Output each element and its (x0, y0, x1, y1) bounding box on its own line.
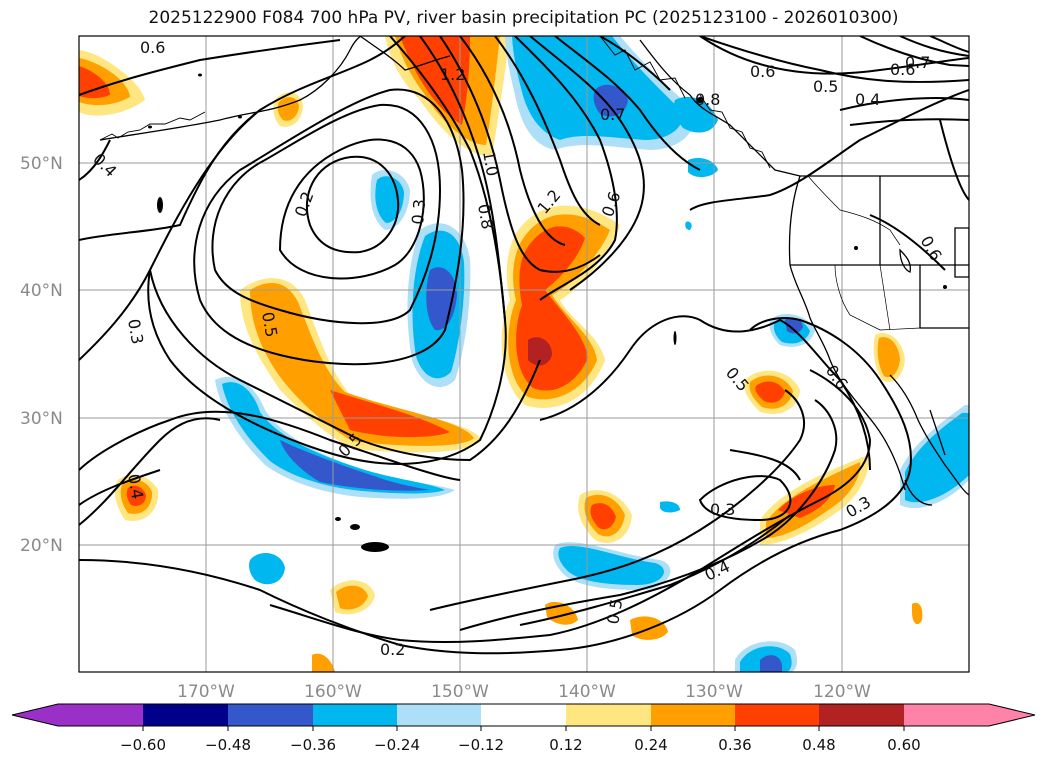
lat-label: 30°N (20, 409, 63, 429)
positive-anomaly-subtropical-band (240, 278, 482, 453)
contour-label: 0.4 (855, 90, 880, 109)
lat-label: 40°N (20, 281, 63, 301)
lon-label: 170°W (177, 682, 235, 702)
contour-label: 0.6 (890, 60, 915, 79)
lat-label: 50°N (20, 154, 63, 174)
colorbar-tick: −0.12 (458, 736, 504, 754)
contour-label: 0.8 (695, 90, 720, 109)
contour-label: 0.2 (380, 640, 405, 659)
colorbar-tick: −0.36 (290, 736, 336, 754)
colorbar-segment (651, 704, 735, 726)
contour-label: 0.3 (710, 500, 735, 519)
colorbar-segment (228, 704, 313, 726)
negative-anomaly-central (407, 223, 471, 388)
contour-label: 0.3 (408, 198, 429, 225)
contour-label: 0.8 (474, 202, 497, 230)
contour-label: 0.5 (258, 310, 281, 338)
colorbar-tick: 0.24 (634, 736, 667, 754)
longitude-labels: 170°W 160°W 150°W 140°W 130°W 120°W (177, 682, 871, 702)
lat-label: 20°N (20, 536, 63, 556)
colorbar-segment (313, 704, 397, 726)
lon-label: 140°W (558, 682, 616, 702)
contour-label: 0.4 (124, 472, 147, 500)
colorbar-tick: 0.36 (718, 736, 751, 754)
lon-label: 160°W (304, 682, 362, 702)
contour-label: 1.2 (440, 65, 465, 84)
colorbar-tick: 0.48 (802, 736, 835, 754)
colorbar-segment (481, 704, 566, 726)
lon-label: 120°W (813, 682, 871, 702)
contour-label: 0.5 (813, 77, 838, 96)
colorbar-tick: −0.48 (205, 736, 251, 754)
negative-anomaly-misc (249, 158, 969, 672)
contour-label: 0.5 (603, 597, 626, 625)
map-frame (78, 35, 970, 673)
contour-label: 0.6 (140, 38, 165, 57)
contour-label: 0.3 (124, 317, 147, 345)
negative-anomaly-subtropical-band (215, 376, 455, 499)
colorbar-extend-low (12, 704, 58, 726)
contour-label: 0.7 (905, 53, 930, 72)
colorbar-tick: 0.60 (887, 736, 920, 754)
colorbar-segment (819, 704, 904, 726)
lon-label: 150°W (431, 682, 489, 702)
colorbar-segment (904, 704, 989, 726)
gridlines (79, 36, 969, 672)
contour-label: 0.6 (750, 62, 775, 81)
latitude-labels: 50°N 40°N 30°N 20°N (20, 154, 63, 556)
precip-shading (79, 36, 969, 672)
colorbar-tick: −0.24 (374, 736, 420, 754)
contour-label: 1.0 (479, 149, 502, 177)
colorbar: −0.60 −0.48 −0.36 −0.24 −0.12 0.12 0.24 … (11, 703, 1036, 754)
colorbar-segment (58, 704, 143, 726)
colorbar-segment (397, 704, 481, 726)
colorbar-extend-high (989, 704, 1035, 726)
colorbar-segment (143, 704, 228, 726)
colorbar-tick: −0.60 (120, 736, 166, 754)
colorbar-segment (566, 704, 651, 726)
contour-label: 0.7 (600, 105, 625, 124)
map-title: 2025122900 F084 700 hPa PV, river basin … (148, 8, 899, 28)
colorbar-tick: 0.12 (549, 736, 582, 754)
islands (148, 73, 947, 552)
colorbar-segment (735, 704, 819, 726)
lon-label: 130°W (685, 682, 743, 702)
positive-anomaly-west-pacific (79, 50, 145, 116)
colorbar-outline (11, 703, 1036, 727)
pv-contours (79, 36, 969, 655)
state-borders (807, 175, 921, 331)
